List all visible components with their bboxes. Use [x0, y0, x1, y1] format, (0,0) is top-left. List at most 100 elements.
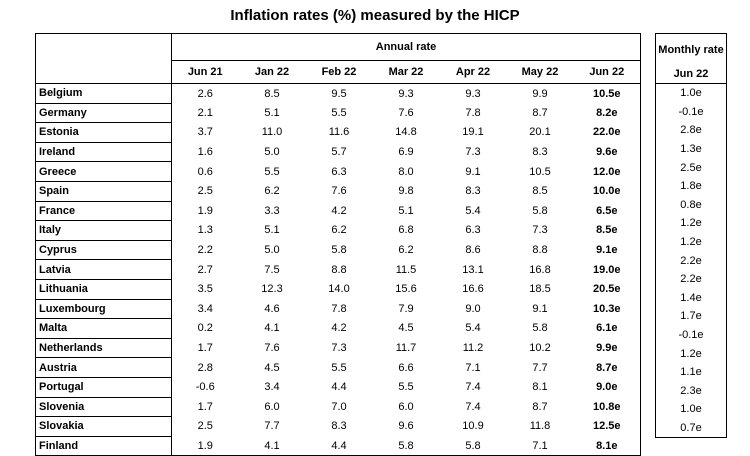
table-row: Slovakia 2.5 7.7 8.3 9.6 10.9 11.8 12.5e [35, 416, 641, 437]
table-row: 2.2e [656, 270, 727, 289]
table-row: Austria 2.8 4.5 5.5 6.6 7.1 7.7 8.7e [35, 357, 641, 378]
monthly-rate-cell: 1.1e [680, 366, 702, 379]
country-label: Italy [35, 220, 172, 241]
annual-rate-cell: 12.5e [593, 420, 621, 433]
country-label: Belgium [35, 83, 172, 104]
annual-rate-cell: 5.8 [331, 244, 347, 257]
annual-rate-cell: 9.0 [465, 302, 481, 315]
table-row: 1.8e [656, 177, 727, 196]
country-label: Luxembourg [35, 299, 172, 320]
annual-rate-cell: 8.3 [331, 420, 347, 433]
table-row: Ireland 1.6 5.0 5.7 6.9 7.3 8.3 9.6e [35, 142, 641, 163]
annual-rate-cell: 6.1e [596, 322, 618, 335]
table-row: 0.7e [656, 419, 727, 438]
table-row: 2.5e [656, 158, 727, 177]
annual-rate-cell: 7.3 [331, 342, 347, 355]
annual-rate-cell: 6.9 [398, 146, 414, 159]
country-label: Estonia [35, 122, 172, 143]
annual-rate-cell: 19.0e [593, 263, 621, 276]
annual-rate-cell: 5.0 [264, 244, 280, 257]
annual-rate-cell: 15.6 [395, 283, 417, 296]
annual-rate-cell: 5.5 [331, 361, 347, 374]
annual-rate-cell: 6.2 [331, 224, 347, 237]
annual-rate-cell: 11.8 [529, 420, 551, 433]
annual-rate-cell: 9.5 [331, 87, 347, 100]
annual-rate-cell: 7.3 [465, 146, 481, 159]
annual-rate-cell: 20.5e [593, 283, 621, 296]
table-row: Cyprus 2.2 5.0 5.8 6.2 8.6 8.8 9.1e [35, 240, 641, 261]
annual-rate-cell: 7.4 [465, 400, 481, 413]
annual-rate-cell: 5.8 [532, 322, 548, 335]
annual-rate-cell: 0.6 [197, 165, 213, 178]
annual-rate-cell: 9.3 [398, 87, 414, 100]
monthly-rate-cell: 1.2e [680, 236, 702, 249]
monthly-rate-cell: 2.8e [680, 124, 702, 137]
annual-rate-cell: 5.8 [465, 439, 481, 452]
annual-rate-cell: 2.8 [197, 361, 213, 374]
annual-rate-cell: 8.7e [596, 361, 618, 374]
annual-rate-cell: 8.7 [532, 106, 548, 119]
annual-rate-cell: 10.9 [462, 420, 484, 433]
annual-rate-cell: 7.7 [532, 361, 548, 374]
annual-rate-cell: 10.0e [593, 185, 621, 198]
annual-rate-cell: 9.1 [465, 165, 481, 178]
annual-rate-cell: 3.3 [264, 204, 280, 217]
annual-rate-cell: 8.1 [532, 381, 548, 394]
annual-rate-cell: 4.1 [264, 322, 280, 335]
annual-rate-cell: 1.6 [197, 146, 213, 159]
annual-rate-table: Annual rate Jun 21 Jan 22 Feb 22 Mar 22 … [35, 33, 642, 456]
table-row: 0.8e [656, 196, 727, 215]
monthly-rate-cell: 0.7e [680, 421, 702, 434]
annual-rate-cell: 2.6 [197, 87, 213, 100]
annual-rate-cell: 4.1 [264, 439, 280, 452]
annual-rate-cell: 16.8 [529, 263, 551, 276]
monthly-rate-cell: 2.2e [680, 273, 702, 286]
annual-rate-cell: 9.6 [398, 420, 414, 433]
annual-rate-cell: 9.1e [596, 244, 618, 257]
annual-rate-cell: 7.6 [264, 342, 280, 355]
annual-rate-cell: 8.5 [532, 185, 548, 198]
annual-rate-cell: 8.3 [465, 185, 481, 198]
annual-rate-cell: 6.3 [331, 165, 347, 178]
table-row: 1.0e [656, 400, 727, 419]
annual-rate-cell: 6.5e [596, 204, 618, 217]
table-row: Portugal -0.6 3.4 4.4 5.5 7.4 8.1 9.0e [35, 377, 641, 398]
annual-rate-cell: 10.5e [593, 87, 621, 100]
annual-rate-cell: 4.4 [331, 439, 347, 452]
annual-rate-cell: 7.8 [465, 106, 481, 119]
annual-rate-cell: 7.8 [331, 302, 347, 315]
annual-rate-cell: 4.2 [331, 322, 347, 335]
annual-rate-cell: 6.6 [398, 361, 414, 374]
annual-rate-cell: 10.5 [529, 165, 551, 178]
table-row: 2.2e [656, 251, 727, 270]
annual-rate-cell: 8.0 [398, 165, 414, 178]
annual-rate-cell: 8.2e [596, 106, 618, 119]
month-header: Jun 21 [171, 60, 239, 84]
annual-rate-cell: 7.7 [264, 420, 280, 433]
monthly-rate-cell: 2.2e [680, 254, 702, 267]
annual-rate-cell: 5.5 [398, 381, 414, 394]
annual-rate-cell: 0.2 [197, 322, 213, 335]
annual-rate-cell: 19.1 [462, 126, 484, 139]
annual-rate-cell: 9.9e [596, 342, 618, 355]
country-label: France [35, 201, 172, 222]
table-row: 1.2e [656, 344, 727, 363]
annual-rate-cell: 7.0 [331, 400, 347, 413]
monthly-rate-cell: 1.8e [680, 180, 702, 193]
monthly-rate-cell: 1.3e [680, 143, 702, 156]
annual-rate-cell: 8.8 [331, 263, 347, 276]
country-label: Portugal [35, 377, 172, 398]
table-row: 2.3e [656, 382, 727, 401]
annual-rate-cell: 10.3e [593, 302, 621, 315]
annual-rate-cell: 5.7 [331, 146, 347, 159]
table-row: Belgium 2.6 8.5 9.5 9.3 9.3 9.9 10.5e [35, 83, 641, 104]
table-row: -0.1e [656, 326, 727, 345]
country-label: Malta [35, 318, 172, 339]
annual-rate-cell: 5.1 [264, 106, 280, 119]
annual-rate-cell: 11.2 [462, 342, 484, 355]
annual-rate-cell: 10.2 [529, 342, 551, 355]
table-row: France 1.9 3.3 4.2 5.1 5.4 5.8 6.5e [35, 201, 641, 222]
annual-rate-cell: 7.3 [532, 224, 548, 237]
monthly-month-header: Jun 22 [655, 64, 727, 84]
annual-rate-cell: 8.5e [596, 224, 618, 237]
